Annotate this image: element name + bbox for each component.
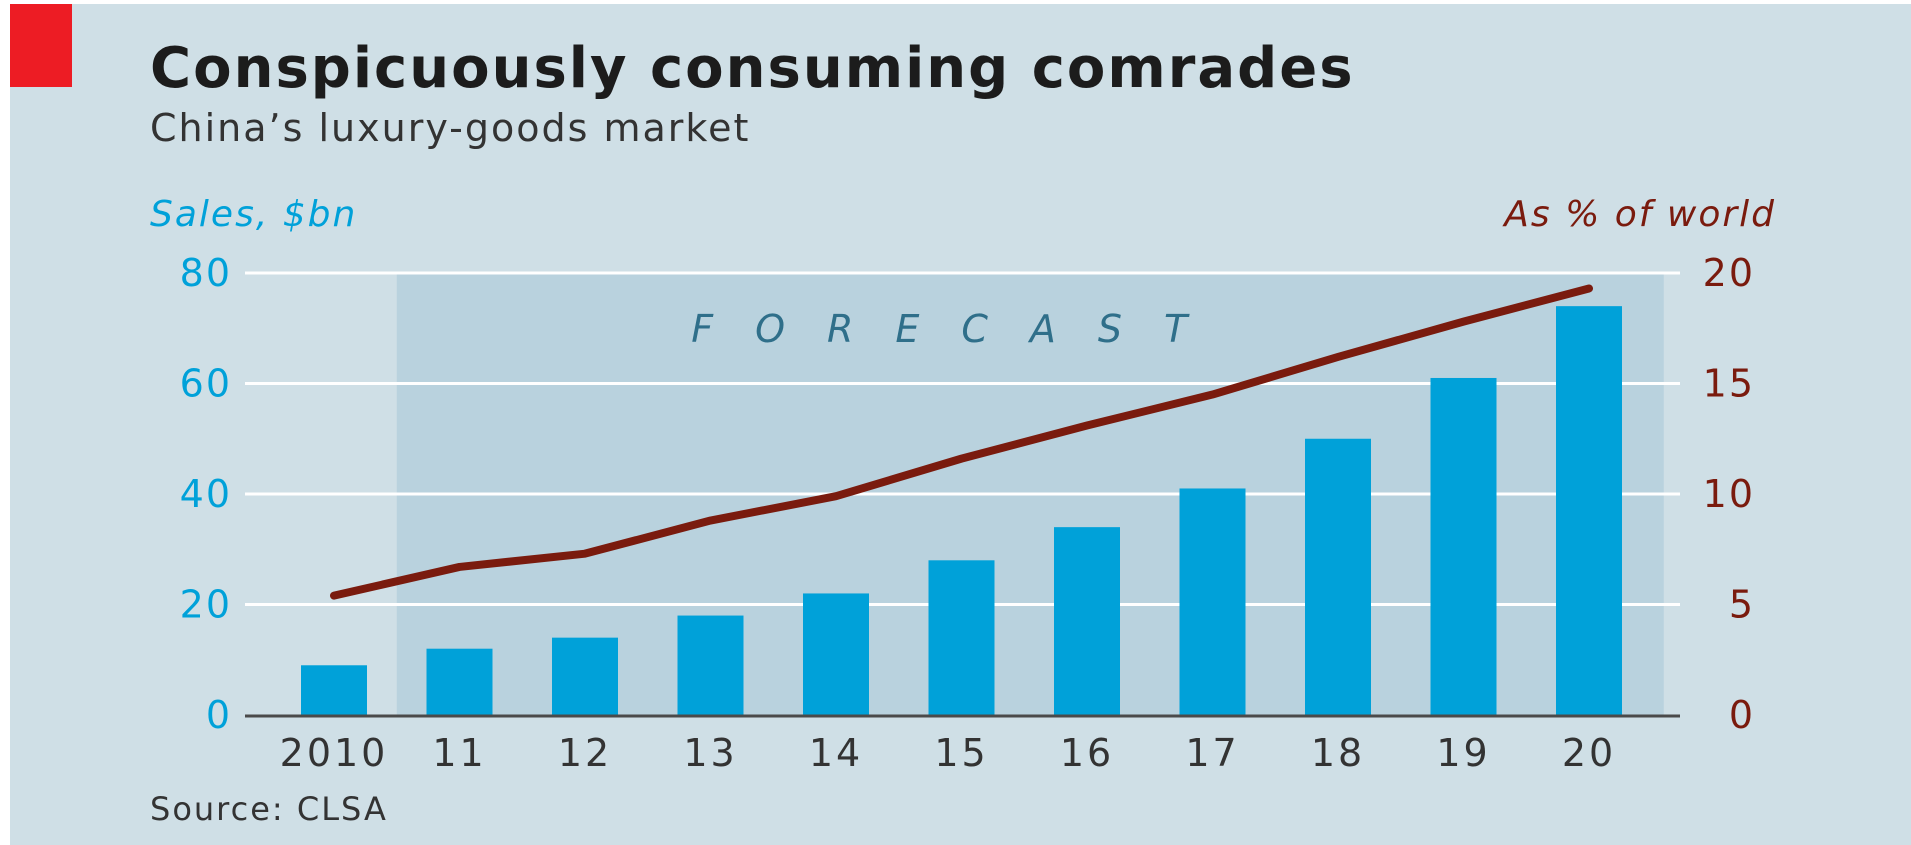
brand-tag [10, 4, 72, 87]
bar-14 [803, 593, 869, 715]
bar-18 [1305, 438, 1371, 715]
bar-11 [426, 648, 493, 715]
x-tick-label: 18 [1311, 731, 1365, 775]
x-tick-label: 16 [1060, 731, 1114, 775]
right-tick-label: 0 [1729, 693, 1755, 737]
x-tick-label: 11 [432, 731, 486, 775]
x-tick-label: 2010 [280, 731, 389, 775]
bar-15 [928, 560, 995, 715]
left-axis-label: Sales, $bn [150, 194, 357, 235]
left-tick-label: 0 [206, 693, 232, 737]
right-axis-label: As % of world [1502, 194, 1776, 235]
share-line [330, 284, 1593, 600]
chart-subtitle: China’s luxury-goods market [150, 106, 751, 150]
x-axis-ticks: 2010 11 12 13 14 15 16 17 18 19 20 [280, 731, 1616, 775]
right-tick-label: 20 [1703, 251, 1755, 295]
x-tick-label: 17 [1185, 731, 1239, 775]
right-tick-label: 5 [1729, 583, 1755, 627]
x-tick-label: 20 [1562, 731, 1616, 775]
left-tick-label: 20 [180, 583, 232, 627]
x-tick-label: 19 [1436, 731, 1490, 775]
x-tick-label: 12 [558, 731, 612, 775]
bar-17 [1179, 488, 1246, 715]
bar-2010 [301, 665, 367, 715]
bar-13 [677, 615, 744, 715]
left-tick-label: 60 [180, 362, 232, 406]
chart-title: Conspicuously consuming comrades [150, 36, 1355, 101]
forecast-label: FORECAST [691, 307, 1229, 351]
right-tick-label: 10 [1703, 472, 1755, 516]
bar-series [301, 306, 1622, 715]
left-tick-label: 40 [180, 472, 232, 516]
bar-20 [1556, 306, 1622, 715]
right-axis-ticks: 0 5 10 15 20 [1703, 251, 1755, 737]
bar-16 [1054, 527, 1120, 715]
right-tick-label: 15 [1703, 362, 1755, 406]
x-tick-label: 14 [809, 731, 863, 775]
x-tick-label: 13 [683, 731, 737, 775]
x-tick-label: 15 [934, 731, 988, 775]
source-note: Source: CLSA [150, 790, 388, 828]
left-tick-label: 80 [180, 251, 232, 295]
bar-19 [1430, 377, 1497, 715]
left-axis-ticks: 0 20 40 60 80 [180, 251, 232, 737]
bar-12 [552, 637, 618, 715]
